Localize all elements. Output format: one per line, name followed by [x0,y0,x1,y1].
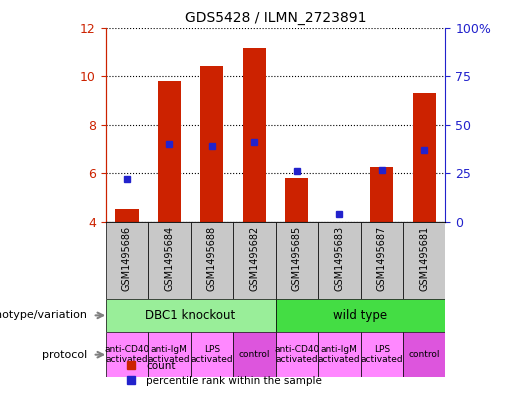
Bar [276,299,445,332]
Bar [233,332,276,377]
Legend: count, percentile rank within the sample: count, percentile rank within the sample [121,361,322,386]
Text: GSM1495682: GSM1495682 [249,226,259,291]
Bar [318,222,360,299]
Bar [243,48,266,222]
Text: wild type: wild type [333,309,388,322]
Title: GDS5428 / ILMN_2723891: GDS5428 / ILMN_2723891 [185,11,366,25]
Text: GSM1495688: GSM1495688 [207,226,217,291]
Bar [403,332,445,377]
Text: LPS
activated: LPS activated [191,345,233,364]
Bar [233,222,276,299]
Bar [158,81,181,222]
Bar [403,222,445,299]
Text: control: control [408,350,440,359]
Text: GSM1495687: GSM1495687 [377,226,387,291]
Text: GSM1495683: GSM1495683 [334,226,344,291]
Text: anti-CD40
activated: anti-CD40 activated [104,345,149,364]
Bar [191,332,233,377]
Text: anti-IgM
activated: anti-IgM activated [318,345,360,364]
Bar [106,222,148,299]
Text: GSM1495684: GSM1495684 [164,226,174,291]
Bar [360,222,403,299]
Text: LPS
activated: LPS activated [360,345,403,364]
Bar [115,209,139,222]
Bar [106,332,148,377]
Text: DBC1 knockout: DBC1 knockout [145,309,236,322]
Bar [318,332,360,377]
Bar [191,222,233,299]
Text: GSM1495686: GSM1495686 [122,226,132,291]
Text: GSM1495681: GSM1495681 [419,226,429,291]
Bar [106,299,276,332]
Text: anti-IgM
activated: anti-IgM activated [148,345,191,364]
Text: protocol: protocol [42,350,88,360]
Bar [370,167,393,222]
Bar [360,332,403,377]
Text: control: control [238,350,270,359]
Bar [276,222,318,299]
Bar [200,66,224,222]
Text: genotype/variation: genotype/variation [0,310,88,320]
Bar [148,222,191,299]
Bar [285,178,308,222]
Bar [413,93,436,222]
Text: GSM1495685: GSM1495685 [292,226,302,291]
Text: anti-CD40
activated: anti-CD40 activated [274,345,319,364]
Bar [148,332,191,377]
Bar [276,332,318,377]
